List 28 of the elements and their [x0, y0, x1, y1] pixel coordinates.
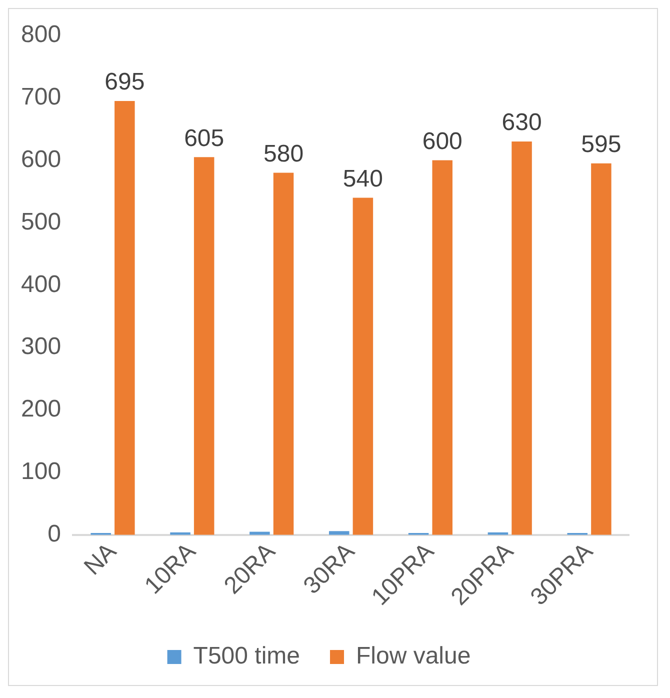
data-label: 600 — [422, 128, 462, 155]
y-tick-label: 200 — [20, 396, 62, 423]
y-tick-label: 400 — [20, 270, 62, 298]
bar — [432, 160, 452, 535]
y-tick-label: 500 — [20, 208, 62, 236]
y-tick-label: 800 — [20, 21, 62, 48]
x-tick-label: NA — [79, 538, 122, 581]
y-tick-label: 600 — [20, 146, 62, 173]
data-label: 540 — [342, 165, 383, 192]
data-label: 595 — [581, 131, 622, 158]
bar — [194, 157, 214, 535]
legend-label: T500 time — [193, 642, 300, 670]
bar — [114, 100, 135, 535]
data-label: 630 — [502, 109, 542, 136]
y-tick-label: 0 — [48, 520, 62, 548]
bar — [591, 163, 612, 535]
bar — [352, 198, 374, 535]
y-tick-label: 700 — [20, 83, 62, 110]
bar — [273, 172, 294, 535]
data-label: 695 — [104, 68, 145, 96]
data-label: 580 — [263, 140, 304, 168]
bar — [512, 142, 532, 535]
legend-label: Flow value — [356, 642, 471, 670]
data-label: 605 — [184, 124, 224, 152]
y-tick-label: 300 — [20, 333, 62, 360]
bar — [250, 532, 270, 535]
y-tick-label: 100 — [20, 458, 62, 486]
bar — [328, 531, 350, 535]
